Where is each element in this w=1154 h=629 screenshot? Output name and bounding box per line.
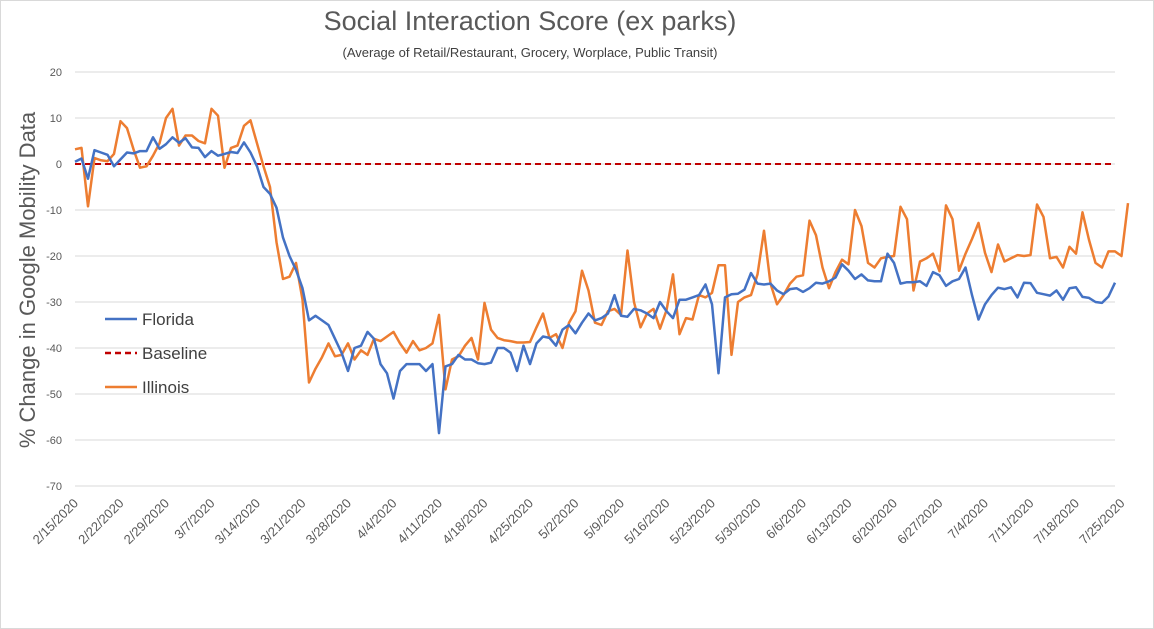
x-tick-label: 2/29/2020 bbox=[121, 496, 173, 548]
x-tick-label: 4/18/2020 bbox=[439, 496, 491, 548]
legend: Florida Baseline Illinois bbox=[105, 310, 207, 397]
x-tick-label: 2/15/2020 bbox=[30, 496, 82, 548]
chart-subtitle: (Average of Retail/Restaurant, Grocery, … bbox=[342, 45, 718, 60]
x-tick-label: 4/25/2020 bbox=[485, 496, 537, 548]
series-lines bbox=[74, 107, 1130, 435]
x-tick-label: 3/21/2020 bbox=[257, 496, 309, 548]
x-tick-label: 5/23/2020 bbox=[667, 496, 719, 548]
x-tick-label: 6/27/2020 bbox=[894, 496, 946, 548]
legend-label: Illinois bbox=[142, 378, 189, 397]
x-tick-label: 7/25/2020 bbox=[1076, 496, 1128, 548]
x-tick-label: 6/20/2020 bbox=[849, 496, 901, 548]
y-tick-label: -60 bbox=[46, 435, 62, 447]
y-tick-label: -10 bbox=[46, 205, 62, 217]
x-tick-label: 5/16/2020 bbox=[621, 496, 673, 548]
y-tick-label: 20 bbox=[50, 67, 62, 79]
y-axis-ticks: 20 10 0 -10 -20 -30 -40 -50 -60 -70 bbox=[46, 67, 62, 493]
x-tick-label: 7/18/2020 bbox=[1031, 496, 1083, 548]
y-tick-label: 0 bbox=[56, 159, 62, 171]
y-tick-label: -30 bbox=[46, 297, 62, 309]
legend-label: Baseline bbox=[142, 344, 207, 363]
x-tick-label: 3/14/2020 bbox=[212, 496, 264, 548]
x-tick-label: 6/6/2020 bbox=[763, 496, 809, 542]
illinois-line bbox=[74, 107, 1130, 391]
x-tick-label: 3/28/2020 bbox=[303, 496, 355, 548]
x-tick-label: 6/13/2020 bbox=[803, 496, 855, 548]
x-tick-label: 3/7/2020 bbox=[171, 496, 217, 542]
x-tick-label: 7/4/2020 bbox=[945, 496, 991, 542]
x-tick-label: 2/22/2020 bbox=[75, 496, 127, 548]
legend-label: Florida bbox=[142, 310, 195, 329]
x-tick-label: 5/2/2020 bbox=[535, 496, 581, 542]
x-tick-label: 4/11/2020 bbox=[394, 496, 445, 547]
x-tick-label: 5/30/2020 bbox=[712, 496, 764, 548]
y-tick-label: -50 bbox=[46, 389, 62, 401]
y-tick-label: 10 bbox=[50, 113, 62, 125]
x-tick-label: 7/11/2020 bbox=[986, 496, 1037, 547]
chart-title: Social Interaction Score (ex parks) bbox=[323, 6, 737, 36]
y-tick-label: -40 bbox=[46, 343, 62, 355]
x-tick-label: 5/9/2020 bbox=[581, 496, 627, 542]
y-tick-label: -20 bbox=[46, 251, 62, 263]
y-tick-label: -70 bbox=[46, 481, 62, 493]
florida-line bbox=[74, 136, 1117, 435]
x-tick-label: 4/4/2020 bbox=[353, 496, 399, 542]
y-axis-label: % Change in Google Mobility Data bbox=[15, 111, 40, 448]
